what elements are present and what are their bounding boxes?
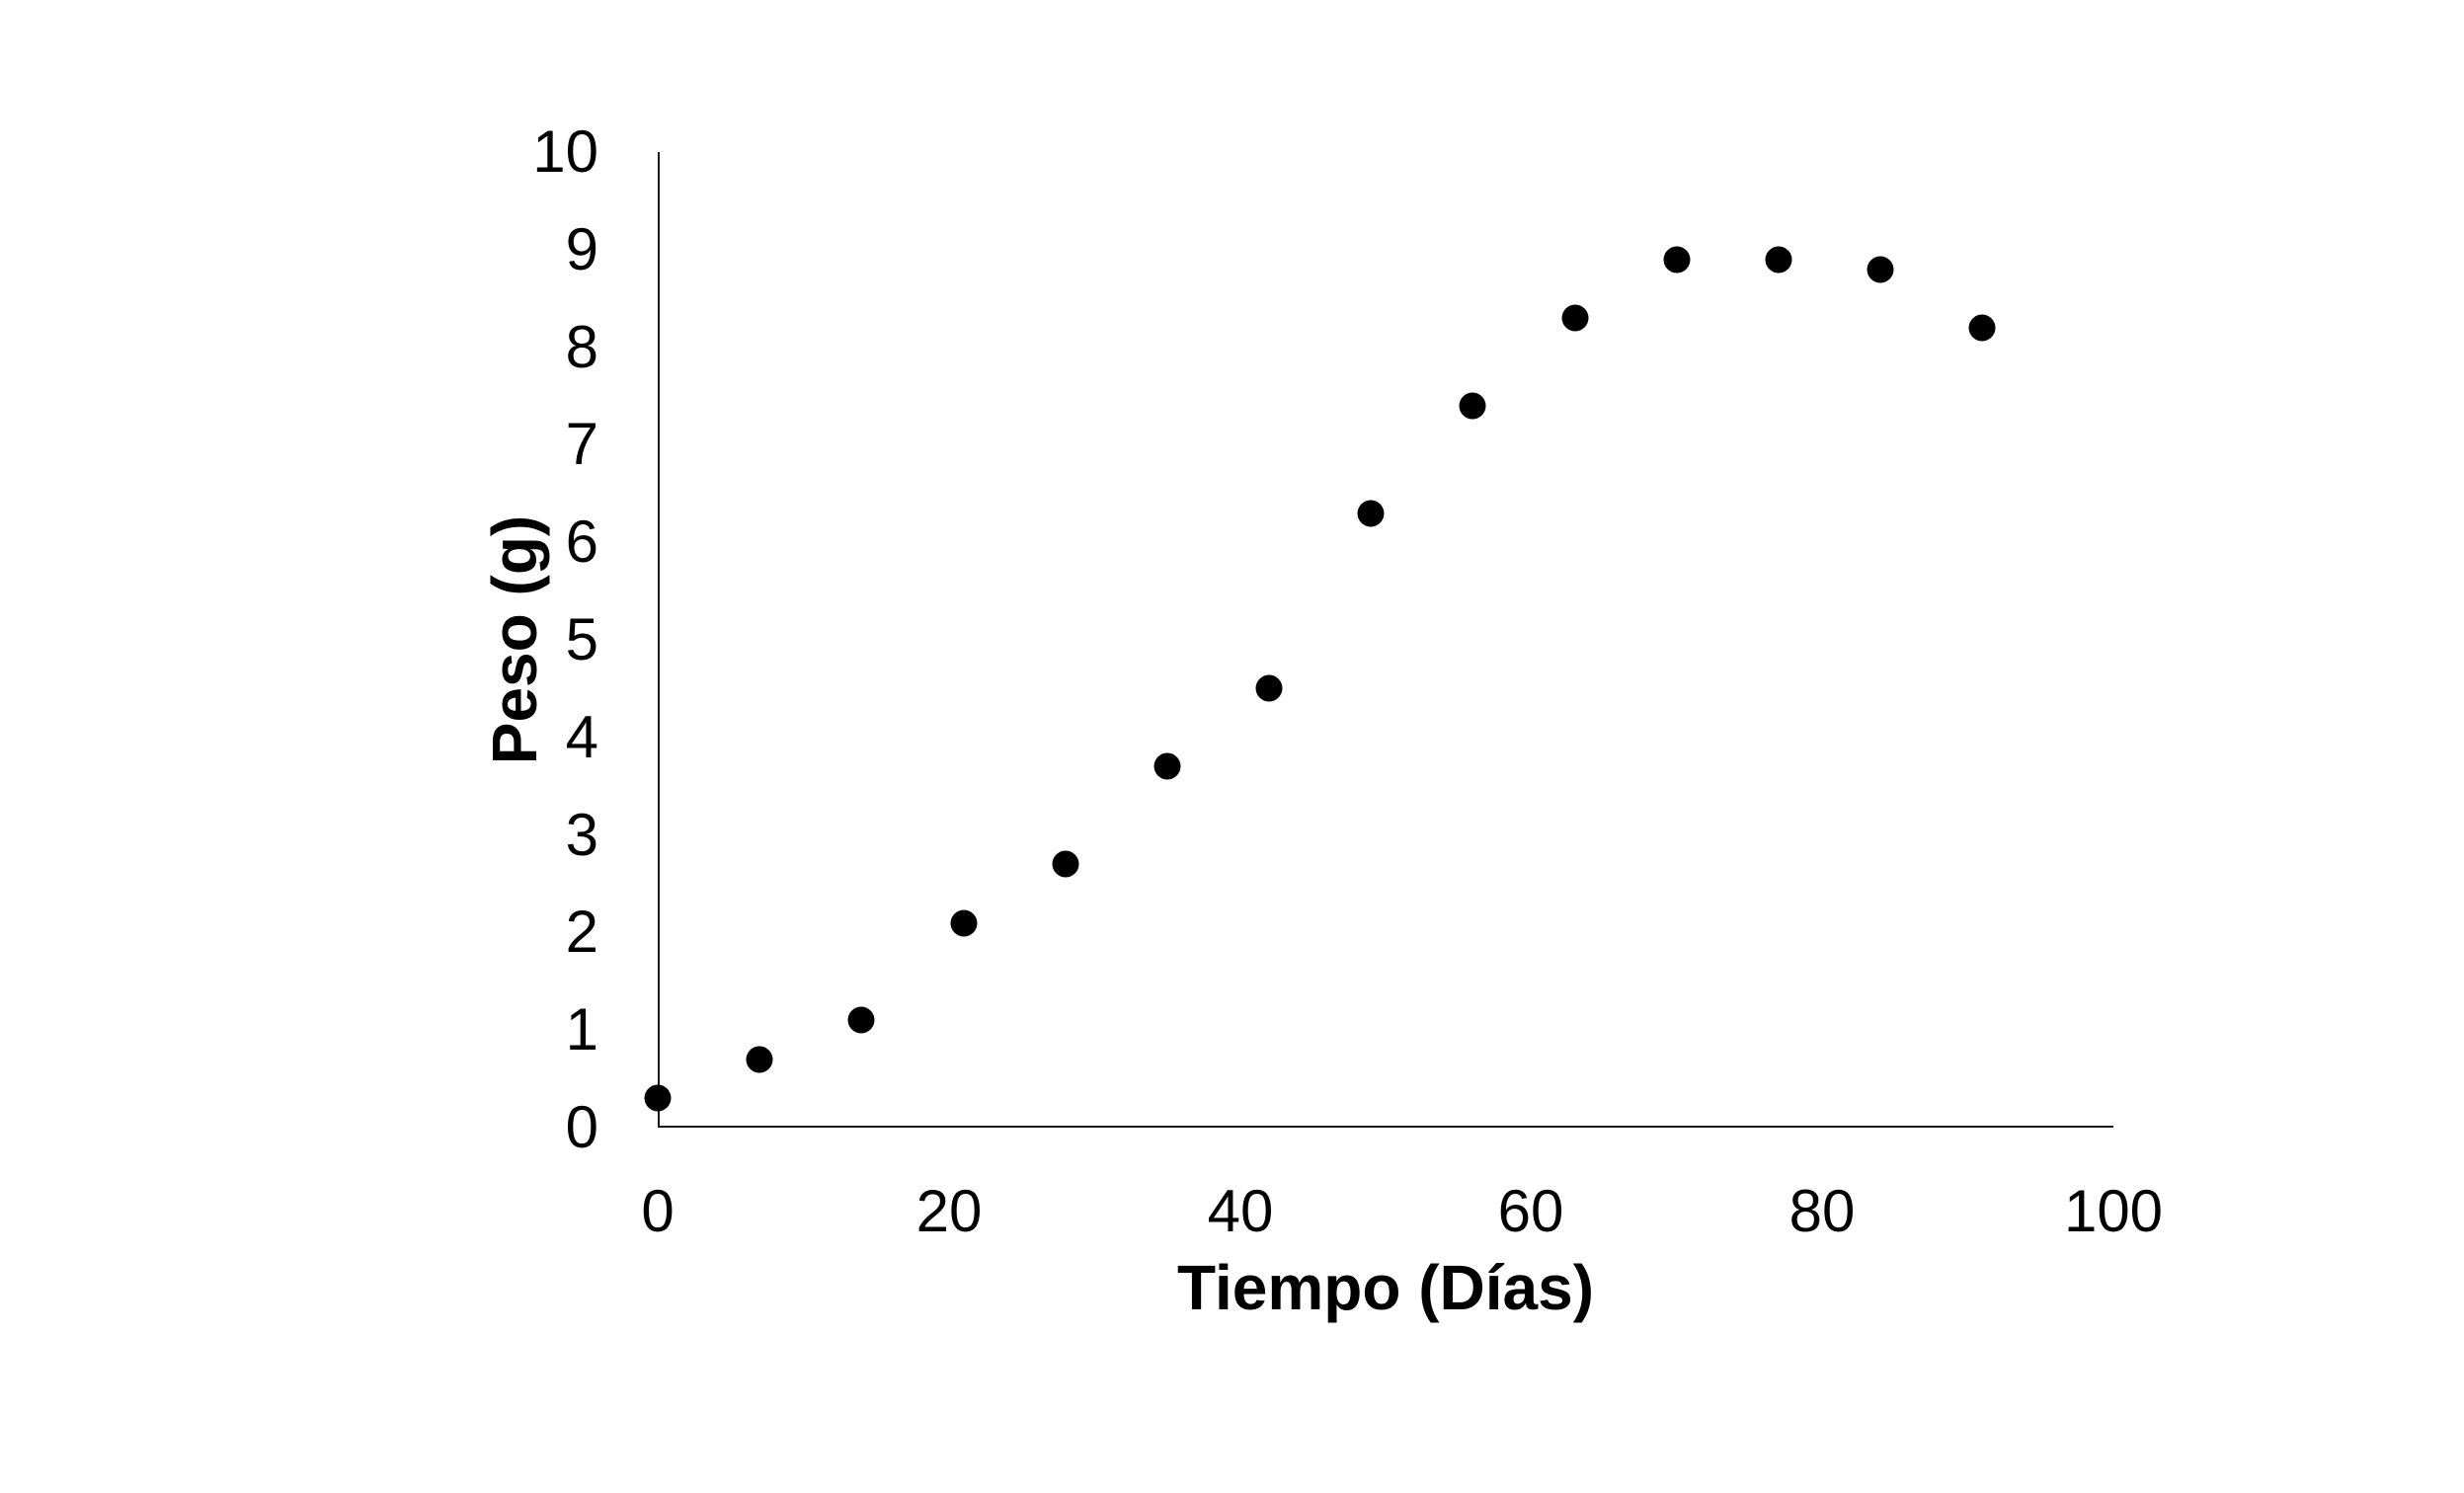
y-tick-label: 7: [565, 411, 598, 477]
x-tick-label: 100: [2063, 1178, 2164, 1244]
x-tick-label: 20: [915, 1178, 983, 1244]
data-point: [1153, 752, 1181, 780]
y-tick-label: 6: [565, 509, 598, 575]
data-point: [1255, 674, 1283, 702]
data-point: [1968, 314, 1996, 342]
y-tick-label: 4: [565, 704, 598, 770]
x-axis-title: Tiempo (Días): [1177, 1252, 1594, 1323]
y-tick-label: 8: [565, 314, 598, 380]
data-point: [1357, 500, 1385, 527]
y-tick-label: 3: [565, 802, 598, 868]
y-tick-label: 9: [565, 216, 598, 282]
y-tick-label: 2: [565, 899, 598, 965]
data-point: [1867, 256, 1894, 283]
data-point: [746, 1046, 773, 1073]
x-tick-label: 80: [1788, 1178, 1856, 1244]
data-point: [1052, 850, 1079, 878]
y-tick-label: 5: [565, 606, 598, 672]
x-tick-label: 0: [641, 1178, 675, 1244]
y-tick-label: 1: [565, 996, 598, 1062]
y-tick-label: 0: [565, 1094, 598, 1160]
data-point: [1765, 246, 1792, 274]
data-point: [847, 1006, 875, 1034]
data-point: [1663, 246, 1691, 274]
data-point: [1459, 392, 1486, 420]
data-point: [1561, 304, 1589, 332]
plot-area: [658, 152, 2113, 1128]
x-tick-label: 40: [1207, 1178, 1274, 1244]
data-point: [950, 909, 978, 937]
x-tick-label: 60: [1497, 1178, 1564, 1244]
y-tick-label: 10: [532, 118, 598, 185]
data-point: [644, 1084, 672, 1112]
